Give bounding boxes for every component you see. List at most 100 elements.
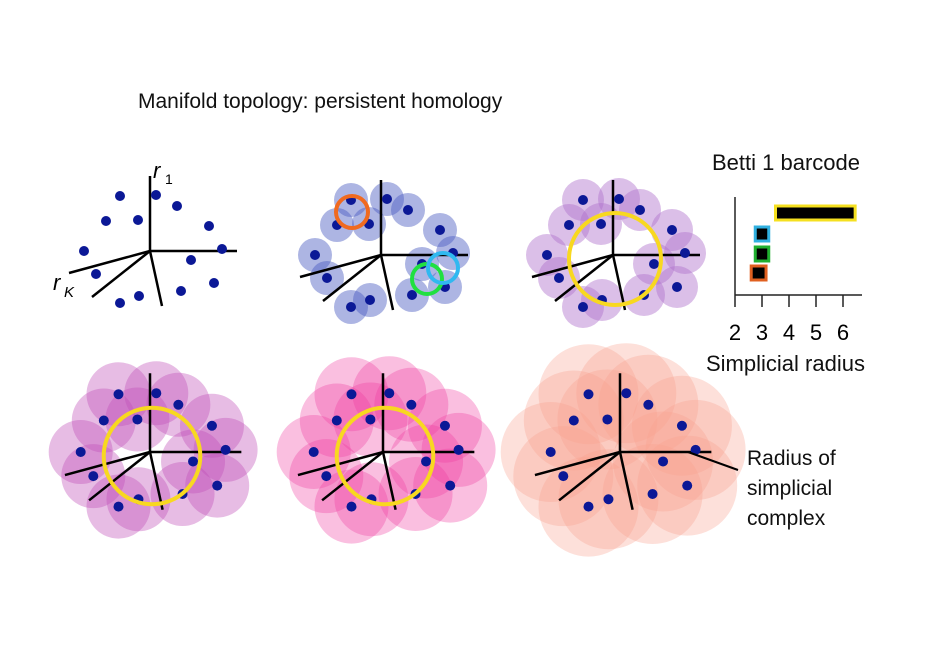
data-point bbox=[667, 225, 677, 235]
figure-title: Manifold topology: persistent homology bbox=[138, 90, 503, 113]
data-point bbox=[384, 388, 395, 399]
data-point bbox=[614, 194, 624, 204]
barcode-bar bbox=[753, 225, 771, 243]
coordinate-axis bbox=[88, 451, 151, 502]
coordinate-axis bbox=[531, 253, 614, 279]
data-point bbox=[172, 201, 182, 211]
data-point bbox=[365, 414, 376, 425]
filtration-panel-1 bbox=[68, 176, 237, 308]
axis-label-r1-sub: 1 bbox=[165, 171, 173, 187]
data-point bbox=[643, 399, 654, 410]
coordinate-axis bbox=[611, 254, 627, 311]
data-point bbox=[554, 273, 564, 283]
data-point bbox=[321, 471, 332, 482]
coordinate-axis bbox=[322, 254, 382, 302]
data-point bbox=[558, 471, 569, 482]
data-point bbox=[578, 302, 588, 312]
data-point bbox=[115, 191, 125, 201]
data-point bbox=[690, 444, 701, 455]
barcode-tick-label: 2 bbox=[729, 320, 741, 345]
data-point bbox=[212, 480, 223, 491]
data-point bbox=[101, 216, 111, 226]
data-point bbox=[596, 219, 606, 229]
data-point bbox=[310, 250, 320, 260]
data-point bbox=[445, 480, 456, 491]
axis-label-r1: r bbox=[153, 158, 162, 183]
data-point bbox=[603, 494, 614, 505]
coordinate-axis bbox=[558, 451, 621, 502]
data-point bbox=[91, 269, 101, 279]
data-point bbox=[113, 501, 124, 512]
coordinate-axis bbox=[148, 250, 164, 307]
hole-ring-orange bbox=[334, 194, 370, 230]
data-point bbox=[322, 273, 332, 283]
coordinate-axis bbox=[297, 450, 384, 477]
filtration-panel-3 bbox=[526, 178, 706, 328]
data-point bbox=[542, 250, 552, 260]
data-point bbox=[682, 480, 693, 491]
data-point bbox=[564, 220, 574, 230]
coordinate-axis bbox=[554, 254, 614, 302]
filtration-panel-5 bbox=[276, 356, 496, 544]
barcode-bar bbox=[749, 264, 768, 282]
barcode-tick-label: 6 bbox=[837, 320, 849, 345]
data-point bbox=[647, 489, 658, 499]
coordinate-axis bbox=[321, 451, 384, 502]
data-point bbox=[578, 195, 588, 205]
barcode-tick-label: 4 bbox=[783, 320, 795, 345]
filtration-panel-4 bbox=[48, 361, 258, 539]
data-point bbox=[672, 282, 682, 292]
data-point bbox=[151, 190, 161, 200]
coordinate-axis bbox=[64, 450, 151, 477]
data-point bbox=[75, 447, 86, 457]
data-point bbox=[583, 389, 594, 400]
barcode-bar bbox=[774, 204, 857, 222]
data-point bbox=[346, 389, 357, 400]
data-point bbox=[602, 414, 613, 425]
data-point bbox=[113, 389, 124, 400]
barcode-title: Betti 1 barcode bbox=[712, 150, 860, 175]
data-point bbox=[421, 456, 432, 467]
data-point bbox=[568, 415, 579, 426]
data-point bbox=[206, 420, 217, 431]
data-point bbox=[403, 205, 413, 215]
barcode-tick-label: 3 bbox=[756, 320, 768, 345]
data-point bbox=[308, 447, 319, 457]
coordinate-axis bbox=[68, 249, 151, 275]
filtration-panel-6 bbox=[500, 343, 746, 557]
data-point bbox=[173, 399, 184, 410]
data-point bbox=[365, 295, 375, 305]
persistent-hole-ring bbox=[101, 405, 203, 507]
persistent-hole-ring bbox=[334, 405, 436, 507]
data-point bbox=[79, 246, 89, 256]
coordinate-axis bbox=[618, 451, 634, 511]
data-point bbox=[88, 471, 99, 482]
data-point bbox=[346, 501, 357, 512]
coordinate-axis bbox=[534, 450, 621, 477]
data-point bbox=[649, 259, 659, 269]
hole-ring-cyan bbox=[426, 251, 460, 285]
data-point bbox=[382, 194, 392, 204]
data-point bbox=[220, 444, 231, 455]
data-point bbox=[217, 244, 227, 254]
coordinate-axis bbox=[91, 250, 151, 298]
data-point bbox=[209, 278, 219, 288]
data-point bbox=[439, 420, 450, 431]
data-point bbox=[635, 205, 645, 215]
data-point bbox=[346, 302, 356, 312]
data-point bbox=[621, 388, 632, 399]
coordinate-axis bbox=[379, 254, 395, 311]
barcode-tick-label: 5 bbox=[810, 320, 822, 345]
data-point bbox=[406, 399, 417, 410]
axis-label-rk-sub: K bbox=[64, 284, 75, 301]
data-point bbox=[435, 225, 445, 235]
data-point bbox=[676, 420, 687, 431]
radius-arrow-label: Radius of simplicial complex bbox=[747, 447, 836, 530]
data-point bbox=[176, 286, 186, 296]
data-point bbox=[407, 290, 417, 300]
coordinate-axis bbox=[299, 253, 382, 279]
data-point bbox=[132, 414, 143, 425]
data-point bbox=[151, 388, 162, 399]
data-point bbox=[658, 456, 669, 467]
